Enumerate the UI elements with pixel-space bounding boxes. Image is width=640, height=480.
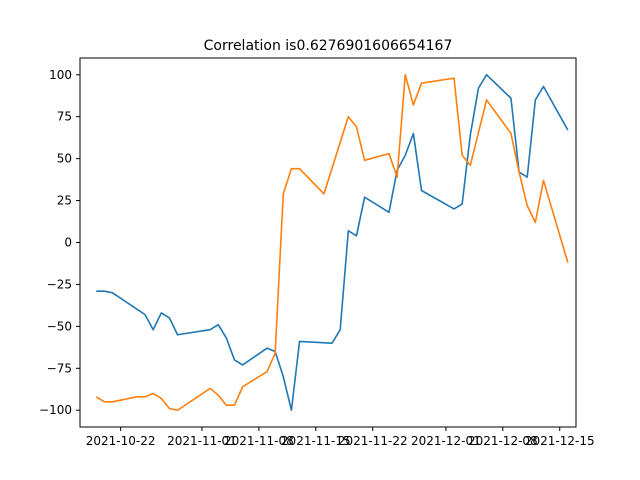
y-tick-label: −25 bbox=[47, 277, 72, 291]
series-layer bbox=[95, 73, 569, 412]
x-axis: 2021-10-22 2021-11-012021-11-082021-11-15… bbox=[86, 427, 595, 448]
x-tick-label: 2021-11-08 bbox=[224, 434, 294, 448]
x-tick-label: 2021-10-22 bbox=[86, 434, 156, 448]
x-tick-label: 2021-12-08 bbox=[468, 434, 538, 448]
y-tick-label: 25 bbox=[57, 194, 72, 208]
y-tick-label: −100 bbox=[39, 403, 72, 417]
x-tick-label: 2021-11-22 bbox=[338, 434, 408, 448]
chart-title: Correlation is0.6276901606654167 bbox=[204, 38, 453, 54]
y-tick-label: −75 bbox=[47, 361, 72, 375]
y-tick-label: −50 bbox=[47, 319, 72, 333]
x-tick-label: 2021-11-15 bbox=[281, 434, 351, 448]
y-tick-label: 75 bbox=[57, 110, 72, 124]
series-line-2 bbox=[95, 73, 569, 412]
y-tick-label: 100 bbox=[49, 68, 72, 82]
series-line-1 bbox=[96, 73, 569, 412]
y-tick-label: 0 bbox=[64, 236, 72, 250]
x-tick-label: 2021-12-01 bbox=[411, 434, 481, 448]
x-tick-label: 2021-12-15 bbox=[525, 434, 595, 448]
y-axis: 100 75 50 25 0 −25 −50 −75 −100 bbox=[39, 68, 80, 417]
y-tick-label: 50 bbox=[57, 152, 72, 166]
x-tick-label: 2021-11-01 bbox=[167, 434, 237, 448]
plot-area-frame bbox=[79, 57, 577, 428]
